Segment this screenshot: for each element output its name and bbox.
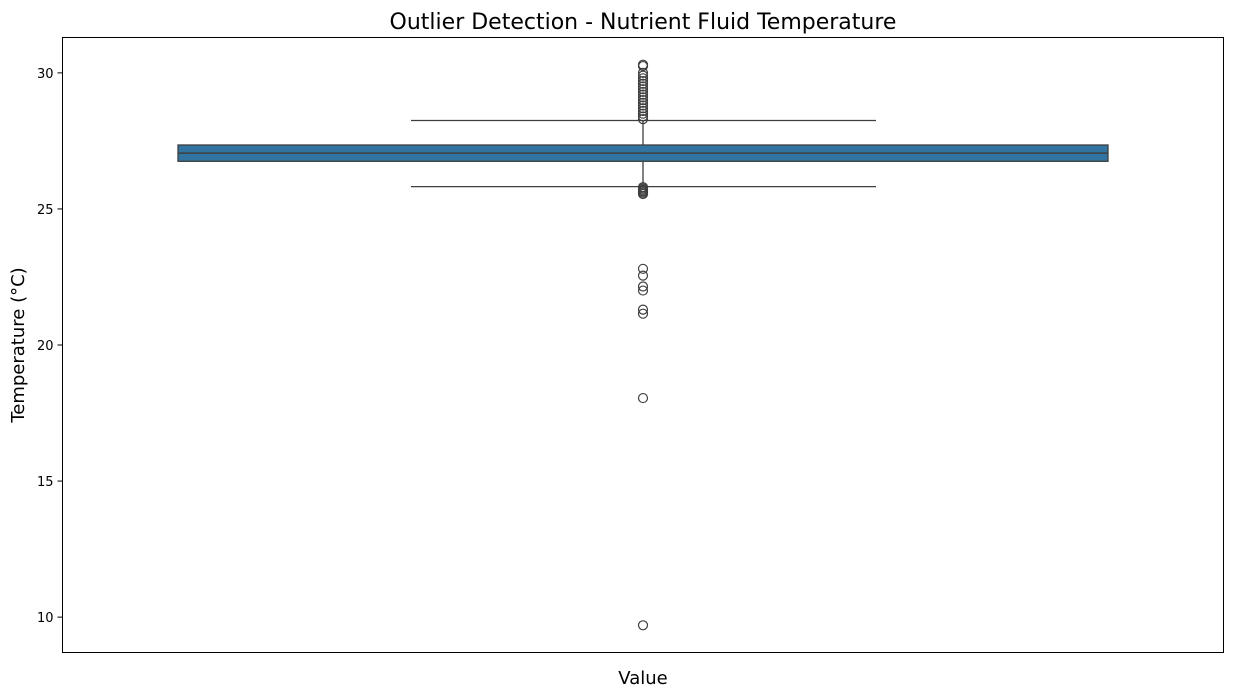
outlier-point <box>637 281 649 292</box>
outlier-point <box>637 308 649 319</box>
outlier-point <box>637 108 649 119</box>
outlier-point <box>637 94 649 106</box>
outlier-point <box>637 182 649 193</box>
outlier-point <box>637 111 649 122</box>
y-tick-label: 25 <box>37 203 54 218</box>
y-axis-label: Temperature (°C) <box>8 267 29 423</box>
y-tick-label: 20 <box>37 339 54 354</box>
outlier-point <box>637 304 649 315</box>
x-axis-label: Value <box>618 668 667 689</box>
outlier-point <box>637 78 649 89</box>
outlier-point <box>637 620 649 631</box>
outlier-point <box>637 285 649 296</box>
outlier-point <box>637 73 649 84</box>
chart-title: Outlier Detection - Nutrient Fluid Tempe… <box>390 10 897 35</box>
outlier-point <box>637 89 649 100</box>
outlier-point <box>637 86 649 98</box>
outlier-point <box>637 67 649 78</box>
outlier-point <box>637 270 649 281</box>
outlier-point <box>637 100 649 111</box>
y-tick-label: 15 <box>37 475 54 490</box>
outlier-points <box>637 59 649 631</box>
outlier-point <box>637 105 649 117</box>
outlier-point <box>637 263 649 274</box>
outlier-point <box>637 103 649 114</box>
outlier-point <box>637 392 649 404</box>
box-group <box>177 119 1109 188</box>
y-tick-label: 10 <box>37 611 54 626</box>
outlier-point <box>637 84 649 95</box>
outlier-point <box>637 92 649 103</box>
y-tick-label: 30 <box>37 67 54 82</box>
outlier-point <box>637 75 649 87</box>
outlier-point <box>637 114 649 125</box>
outlier-point <box>637 81 649 92</box>
y-axis-ticks: 10 15 20 25 30 <box>37 67 63 626</box>
outlier-point <box>637 97 649 108</box>
outlier-point <box>637 59 649 70</box>
